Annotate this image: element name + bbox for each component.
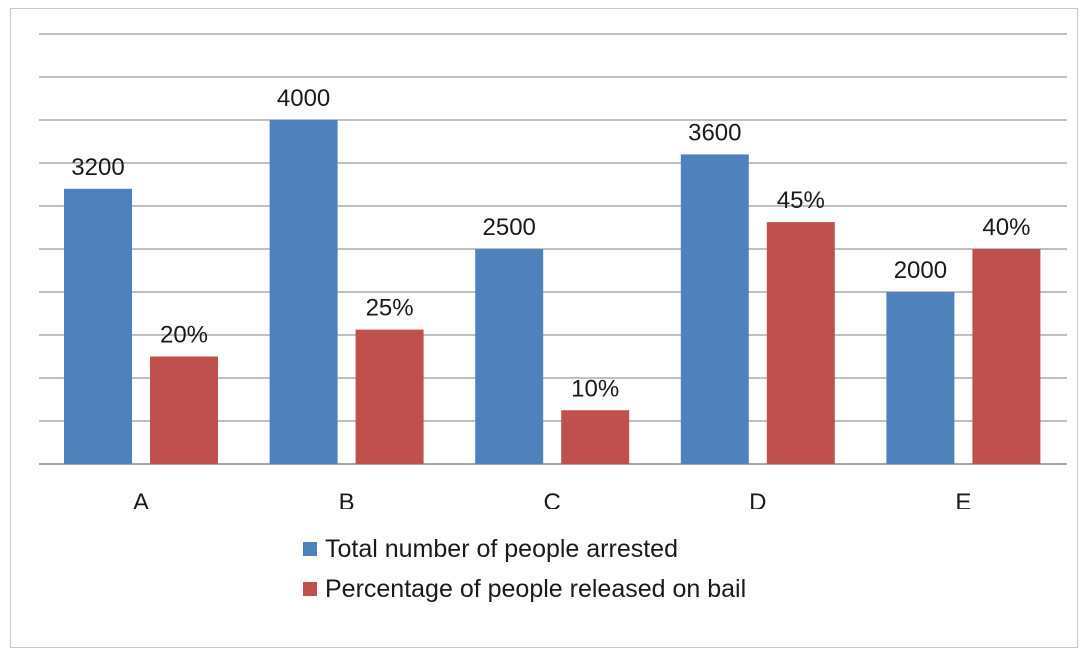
bar-arrested — [64, 188, 132, 465]
legend-item-arrested: Total number of people arrested — [303, 529, 746, 569]
bar-bail — [150, 356, 218, 464]
data-label: 2000 — [894, 257, 947, 284]
bar-chart: 3200 20% 4000 25% 2500 10% 3600 45% 2000 40% A B C D… — [39, 33, 1067, 509]
bar-arrested — [475, 249, 544, 464]
bar-bail — [355, 329, 424, 464]
bars — [64, 120, 1041, 465]
x-axis-ticks: A B C D E — [133, 489, 971, 509]
data-labels: 3200 20% 4000 25% 2500 10% 3600 45% 2000 40% — [71, 85, 1030, 402]
x-tick-label: E — [955, 489, 971, 509]
data-label: 20% — [160, 322, 208, 349]
legend-swatch-bail — [303, 582, 317, 596]
data-label: 25% — [366, 295, 414, 322]
bar-arrested — [269, 120, 338, 464]
bar-arrested — [680, 154, 749, 464]
bar-bail — [561, 410, 630, 464]
bar-bail — [972, 249, 1041, 464]
data-label: 45% — [777, 187, 825, 214]
bar-arrested — [886, 292, 955, 464]
chart-frame: 3200 20% 4000 25% 2500 10% 3600 45% 2000 40% A B C D… — [10, 8, 1078, 648]
bar-bail — [766, 222, 835, 464]
x-tick-label: B — [339, 489, 355, 509]
data-label: 10% — [571, 375, 619, 402]
legend: Total number of people arrested Percenta… — [303, 529, 746, 609]
legend-label-arrested: Total number of people arrested — [325, 534, 678, 563]
x-tick-label: C — [544, 489, 561, 509]
data-label: 3600 — [688, 119, 741, 146]
legend-item-bail: Percentage of people released on bail — [303, 569, 746, 609]
data-label: 2500 — [483, 214, 536, 241]
data-label: 40% — [982, 214, 1030, 241]
data-label: 3200 — [71, 154, 124, 181]
legend-label-bail: Percentage of people released on bail — [325, 574, 747, 603]
x-tick-label: A — [133, 489, 149, 509]
data-label: 4000 — [277, 85, 330, 112]
legend-swatch-arrested — [303, 542, 317, 556]
x-tick-label: D — [749, 489, 766, 509]
